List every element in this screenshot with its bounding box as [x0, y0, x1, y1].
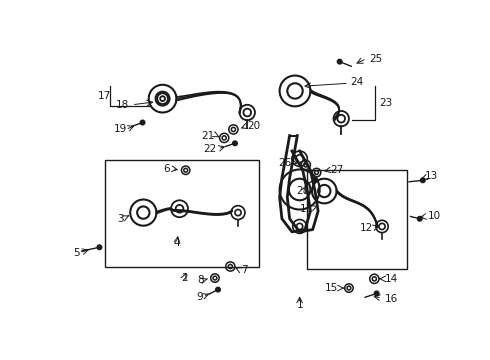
- Text: 3: 3: [118, 214, 124, 224]
- Text: 22: 22: [203, 144, 217, 154]
- Text: 14: 14: [384, 274, 397, 284]
- Text: 13: 13: [424, 171, 438, 181]
- Text: 11: 11: [299, 204, 313, 214]
- Text: 16: 16: [384, 294, 397, 304]
- Text: 18: 18: [116, 100, 129, 110]
- Text: 21: 21: [202, 131, 215, 141]
- Circle shape: [374, 291, 379, 296]
- Circle shape: [417, 216, 422, 221]
- Circle shape: [233, 141, 237, 145]
- Circle shape: [337, 59, 342, 64]
- Circle shape: [313, 177, 318, 182]
- Circle shape: [216, 287, 220, 292]
- Circle shape: [140, 120, 145, 125]
- Circle shape: [420, 178, 425, 183]
- Text: 15: 15: [325, 283, 338, 293]
- Text: 2: 2: [181, 273, 188, 283]
- Text: 7: 7: [241, 265, 248, 275]
- Text: 27: 27: [330, 165, 343, 175]
- Text: 24: 24: [350, 77, 364, 87]
- Text: 9: 9: [196, 292, 203, 302]
- Text: 4: 4: [173, 238, 180, 248]
- Bar: [105, 160, 259, 266]
- Circle shape: [97, 245, 102, 249]
- Text: 1: 1: [296, 300, 303, 310]
- Text: 23: 23: [380, 98, 393, 108]
- Bar: [307, 170, 408, 269]
- Text: 6: 6: [164, 164, 171, 174]
- Text: 28: 28: [296, 186, 309, 196]
- Text: 10: 10: [428, 211, 441, 221]
- Text: 8: 8: [197, 275, 203, 285]
- Text: 17: 17: [98, 91, 111, 100]
- Text: 12: 12: [360, 223, 373, 233]
- Text: 19: 19: [114, 125, 127, 134]
- Text: 26: 26: [279, 158, 292, 167]
- Text: 5: 5: [73, 248, 80, 258]
- Text: 25: 25: [369, 54, 382, 64]
- Text: 20: 20: [247, 121, 260, 131]
